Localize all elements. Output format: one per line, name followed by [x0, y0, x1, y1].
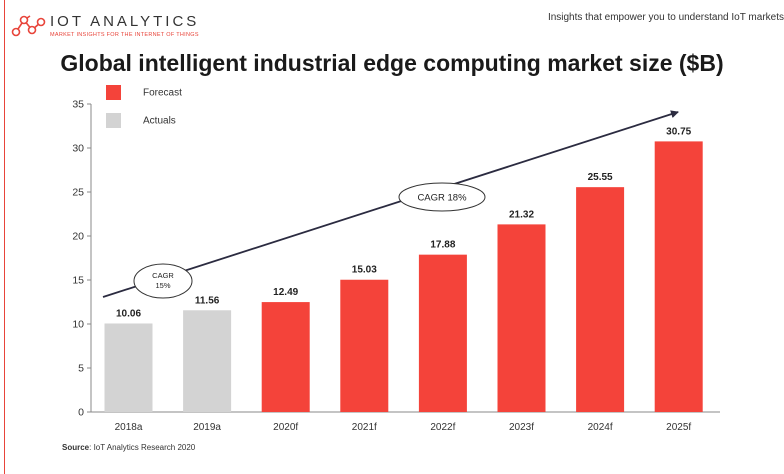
legend-label-actuals: Actuals — [143, 116, 176, 127]
source-label: Source — [62, 443, 90, 452]
bar-2019a — [183, 310, 232, 412]
bar-2021f — [340, 279, 389, 412]
chart-title: Global intelligent industrial edge compu… — [60, 50, 724, 76]
y-tick-label: 15 — [72, 275, 84, 287]
y-tick-label: 20 — [72, 231, 84, 243]
legend-label-forecast: Forecast — [143, 88, 182, 99]
brand-tagline: MARKET INSIGHTS FOR THE INTERNET OF THIN… — [50, 32, 199, 38]
growth-arrow — [102, 110, 679, 298]
y-tick-label: 35 — [72, 99, 84, 111]
bar-value-label: 25.55 — [588, 172, 613, 183]
y-tick-label: 30 — [72, 143, 84, 155]
bar-2018a — [104, 323, 153, 412]
brand-name: IOT ANALYTICS — [50, 13, 200, 30]
bar-2020f — [261, 302, 310, 412]
x-tick-label: 2020f — [273, 422, 298, 433]
x-tick-label: 2022f — [430, 422, 455, 433]
y-tick-label: 5 — [78, 363, 84, 375]
bar-2024f — [576, 187, 625, 412]
legend-swatch-forecast — [106, 85, 121, 100]
x-tick-label: 2024f — [588, 422, 613, 433]
legend-swatch-actuals — [106, 113, 121, 128]
bar-value-label: 10.06 — [116, 308, 141, 319]
header-tagline: Insights that empower you to understand … — [547, 12, 784, 23]
bar-value-label: 12.49 — [273, 287, 298, 298]
y-tick-label: 0 — [78, 407, 84, 419]
left-accent-rule — [4, 0, 5, 474]
x-tick-label: 2023f — [509, 422, 534, 433]
y-tick-label: 25 — [72, 187, 84, 199]
bar-value-label: 15.03 — [352, 265, 377, 276]
bar-value-label: 21.32 — [509, 209, 534, 220]
x-tick-label: 2018a — [115, 422, 143, 433]
molecule-icon — [11, 15, 46, 37]
bar-2022f — [418, 254, 467, 412]
x-tick-label: 2021f — [352, 422, 377, 433]
cagr-bubble-short — [133, 263, 193, 299]
bar-value-label: 17.88 — [430, 240, 455, 251]
source-text: : IoT Analytics Research 2020 — [89, 443, 196, 452]
cagr-bubble-long — [398, 182, 486, 212]
source-note: Source: IoT Analytics Research 2020 — [62, 443, 195, 452]
cagr-label-long: CAGR 18% — [417, 193, 467, 204]
x-tick-label: 2019a — [193, 422, 221, 433]
bar-2025f — [654, 141, 703, 412]
cagr-label-short: CAGR 15% — [152, 271, 174, 290]
bar-value-label: 11.56 — [195, 295, 220, 306]
x-tick-label: 2025f — [666, 422, 691, 433]
bar-2023f — [497, 224, 546, 412]
bar-value-label: 30.75 — [666, 126, 691, 137]
brand-logo[interactable]: IOT ANALYTICS MARKET INSIGHTS FOR THE IN… — [10, 10, 210, 44]
y-tick-label: 10 — [72, 319, 84, 331]
